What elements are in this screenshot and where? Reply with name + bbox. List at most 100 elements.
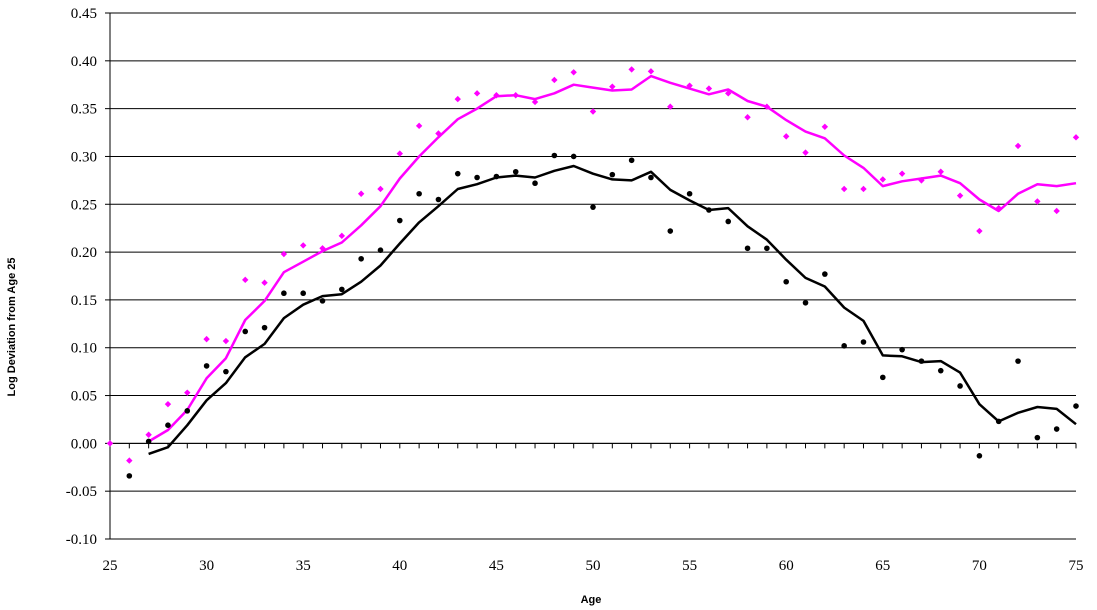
series-0-point [106, 440, 114, 447]
x-tick-label: 35 [296, 558, 311, 574]
y-tick-label: 0.05 [71, 389, 97, 405]
series-2-point [957, 383, 963, 389]
series-2-point [454, 170, 461, 177]
series-2-point [416, 190, 422, 197]
series-2-point [1034, 434, 1041, 441]
series-2-point [300, 290, 307, 297]
series-2-point [126, 473, 133, 479]
y-tick-label: -0.10 [66, 532, 97, 548]
series-2-point [590, 204, 596, 210]
series-2-point [686, 190, 693, 197]
series-0-point [454, 95, 461, 103]
series-0-point [300, 242, 307, 249]
y-axis-label: Log Deviation from Age 25 [6, 258, 18, 397]
series-0-point [937, 168, 944, 175]
series-0-point [667, 103, 674, 110]
series-2-point [261, 324, 268, 331]
x-tick-label: 45 [489, 558, 504, 574]
series-0-point [570, 69, 577, 76]
x-tick-label: 70 [972, 558, 987, 574]
x-tick-label: 75 [1069, 558, 1084, 574]
series-0-point [918, 177, 925, 184]
series-0-point [589, 108, 597, 115]
tick-labels: -0.10 -0.05 0.00 0.05 0.10 0.15 0.20 0.25 0.30 0.… [66, 6, 1084, 574]
series-2-point [281, 290, 287, 297]
series-0-point [203, 335, 210, 343]
series-2-point [764, 245, 770, 252]
series-2-point [783, 278, 789, 285]
series-2-point [841, 343, 847, 349]
y-tick-label: 0.45 [71, 6, 97, 22]
series-2-point [184, 408, 191, 414]
series-2-point [242, 328, 249, 335]
y-tick-label: 0.00 [71, 436, 97, 452]
series-2-point [570, 153, 577, 160]
y-tick-label: -0.05 [66, 484, 97, 500]
series-0-point [1053, 207, 1060, 215]
x-tick-label: 55 [682, 558, 697, 574]
series-2-point [319, 298, 326, 304]
series-2-point [358, 255, 364, 262]
series-2-point [899, 346, 905, 353]
series-0-point [357, 190, 365, 197]
series-0-point [705, 85, 713, 92]
x-tick-label: 65 [875, 558, 890, 574]
y-tick-label: 0.35 [71, 102, 97, 118]
plot-series [106, 66, 1080, 479]
series-0-point [976, 227, 983, 235]
series-0-point [222, 337, 230, 345]
series-0-point [898, 170, 906, 177]
series-3-line [148, 164, 1077, 456]
series-0-point [802, 149, 809, 156]
series-0-point [609, 83, 616, 90]
series-2-point [976, 452, 983, 459]
series-2-point [203, 363, 210, 369]
series-0-point [956, 192, 964, 199]
series-0-point [647, 68, 655, 75]
series-2-point [397, 217, 403, 224]
series-2-point [474, 174, 480, 181]
series-0-point [531, 98, 539, 106]
series-2-point [802, 299, 809, 306]
x-tick-label: 30 [199, 558, 214, 574]
series-2-point [937, 367, 944, 374]
y-tick-label: 0.10 [71, 341, 97, 357]
series-0-point [396, 150, 403, 157]
y-tick-label: 0.25 [71, 197, 97, 213]
series-2-point [1053, 426, 1060, 432]
series-0-point [126, 457, 133, 464]
series-2-point [725, 218, 732, 225]
y-tick-label: 0.20 [71, 245, 97, 261]
series-0-point [783, 133, 790, 140]
series-0-point [280, 250, 288, 258]
series-0-point [1072, 134, 1080, 141]
series-0-point [551, 76, 558, 84]
x-axis-label: Age [581, 594, 602, 606]
series-0-point [415, 122, 423, 130]
series-2-point [648, 174, 654, 181]
series-0-point [840, 185, 848, 193]
series-0-point [164, 400, 172, 408]
series-2-point [435, 196, 442, 203]
y-tick-label: 0.40 [71, 54, 97, 70]
series-2-point [822, 271, 828, 277]
series-2-point [145, 438, 152, 445]
series-0-point [628, 66, 635, 73]
gridlines [110, 12, 1076, 540]
x-tick-label: 25 [103, 558, 118, 574]
series-2-point [1015, 358, 1021, 364]
series-0-point [821, 123, 829, 131]
series-2-point [744, 245, 751, 252]
axes [105, 12, 1077, 540]
series-0-point [879, 176, 886, 183]
series-0-point [473, 90, 481, 97]
series-0-point [1034, 198, 1041, 205]
series-2-point [339, 286, 345, 293]
y-tick-label: 0.30 [71, 149, 97, 165]
x-tick-label: 50 [586, 558, 601, 574]
series-0-point [338, 232, 346, 240]
series-2-point [880, 374, 886, 381]
series-1-line [147, 74, 1077, 443]
series-0-point [860, 185, 867, 193]
